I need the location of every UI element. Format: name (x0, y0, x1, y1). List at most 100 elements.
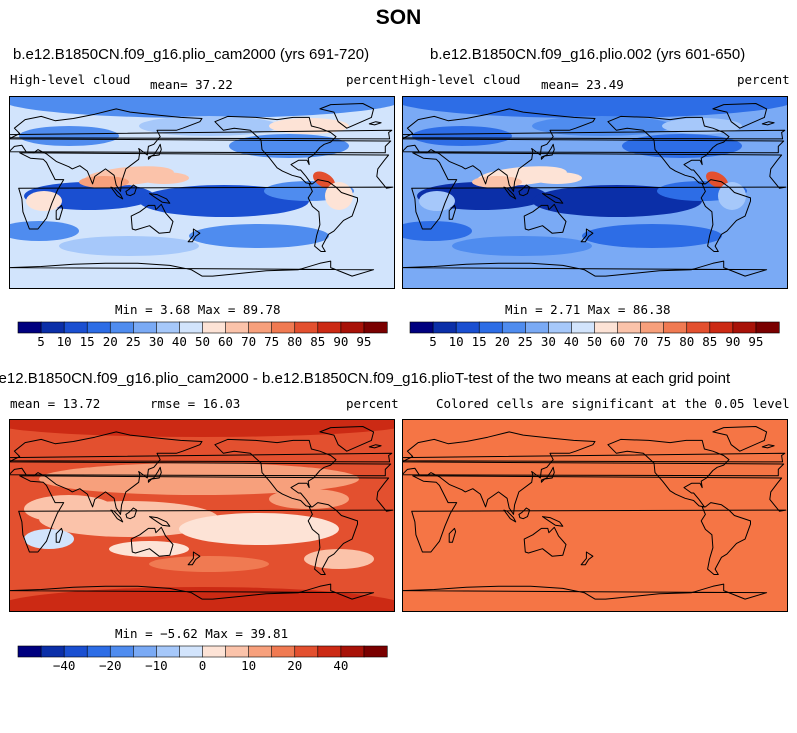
colorbar-swatch (363, 645, 388, 658)
colorbar-tick-label: 25 (517, 334, 533, 349)
colorbar-tick-label: 40 (171, 334, 187, 349)
panel-left-label-case1: High-level cloud (10, 72, 131, 87)
colorbar-swatch (156, 321, 181, 334)
colorbar-swatch (202, 645, 227, 658)
colorbar-tick-label: 50 (194, 334, 211, 349)
panel-title-ttest: T-test of the two means at each grid poi… (455, 370, 731, 387)
colorbar-tick-label: 70 (241, 334, 257, 349)
colorbar-tick-label: 85 (310, 334, 326, 349)
colorbar-case1 (17, 321, 388, 334)
map-ttest (402, 419, 788, 612)
colorbar-tick-label: 90 (725, 334, 741, 349)
colorbar-swatch (571, 321, 596, 334)
colorbar-swatch (133, 645, 157, 658)
colorbar-tick-label: 60 (610, 334, 626, 349)
map-difference (9, 419, 395, 612)
panel-stats-difference: Min = −5.62 Max = 39.81 (115, 626, 289, 641)
page-title: SON (375, 6, 422, 29)
colorbar-swatch (225, 321, 250, 334)
colorbar-tick-label: 0 (198, 658, 207, 673)
colorbar-swatch (340, 645, 365, 658)
colorbar-swatch (686, 321, 711, 334)
colorbar-tick-label: 40 (333, 658, 349, 673)
colorbar-swatch (409, 321, 434, 334)
colorbar-tick-label: 20 (494, 334, 510, 349)
colorbar-swatch (478, 321, 503, 334)
colorbar-swatch (225, 645, 250, 658)
panel-title-difference: b.e12.B1850CN.f09_g16.plio_cam2000 - b.e… (0, 370, 455, 387)
colorbar-tick-label: 40 (563, 334, 579, 349)
colorbar-swatch (617, 321, 642, 334)
panel-units-case2: percent (737, 72, 790, 87)
colorbar-tick-label: 10 (241, 658, 257, 673)
colorbar-tick-label: 85 (702, 334, 718, 349)
colorbar-swatch (594, 321, 619, 334)
colorbar-swatch (156, 645, 181, 658)
colorbar-tick-label: 20 (102, 334, 118, 349)
panel-mean-difference: mean = 13.72 (10, 396, 101, 411)
colorbar-swatch (294, 645, 319, 658)
colorbar-swatch (248, 321, 273, 334)
colorbar-swatch (732, 321, 757, 334)
colorbar-labels-case1: 5 10 15 20 25 30 40 50 60 70 75 80 85 90 95 (18, 334, 387, 350)
colorbar-swatch (548, 321, 573, 334)
colorbar-swatch (709, 321, 734, 334)
colorbar-swatch (271, 321, 296, 334)
colorbar-labels-difference: −40 −20 −10 0 10 20 40 (18, 658, 387, 674)
colorbar-swatch (663, 321, 688, 334)
colorbar-swatch (17, 321, 42, 334)
coastlines (9, 103, 394, 277)
panel-left-label-case2: High-level cloud (400, 72, 521, 87)
colorbar-swatch (525, 321, 549, 334)
colorbar-tick-label: 30 (540, 334, 556, 349)
colorbar-difference (17, 645, 388, 658)
colorbar-tick-label: 20 (287, 658, 303, 673)
colorbar-swatch (640, 321, 665, 334)
map-case2 (402, 96, 788, 289)
colorbar-tick-label: 15 (471, 334, 487, 349)
colorbar-swatch (455, 321, 480, 334)
colorbar-tick-label: 90 (333, 334, 349, 349)
colorbar-tick-label: −20 (98, 658, 122, 673)
colorbar-swatch (179, 321, 204, 334)
colorbar-case2 (409, 321, 780, 334)
colorbar-tick-label: 5 (37, 334, 45, 349)
colorbar-swatch (501, 321, 526, 334)
colorbar-swatch (17, 645, 42, 658)
panel-rmse-difference: rmse = 16.03 (150, 396, 241, 411)
colorbar-tick-label: 50 (586, 334, 603, 349)
colorbar-swatch (294, 321, 319, 334)
colorbar-swatch (432, 321, 457, 334)
coastlines (9, 426, 394, 600)
colorbar-tick-label: −10 (145, 658, 168, 673)
colorbar-tick-label: 30 (148, 334, 164, 349)
colorbar-swatch (179, 645, 204, 658)
colorbar-swatch (317, 645, 342, 658)
panel-title-case2: b.e12.B1850CN.f09_g16.plio.002 (yrs 601-… (430, 46, 746, 63)
colorbar-swatch (248, 645, 273, 658)
colorbar-tick-label: 80 (287, 334, 303, 349)
colorbar-tick-label: −40 (52, 658, 76, 673)
colorbar-tick-label: 10 (56, 334, 72, 349)
panel-title-clip-difference: b.e12.B1850CN.f09_g16.plio_cam2000 - b.e… (0, 370, 455, 390)
coastlines (402, 103, 787, 277)
colorbar-tick-label: 5 (429, 334, 437, 349)
colorbar-swatch (317, 321, 342, 334)
colorbar-swatch (40, 645, 65, 658)
panel-mean-case2: mean= 23.49 (541, 77, 624, 92)
colorbar-swatch (340, 321, 365, 334)
colorbar-swatch (86, 321, 111, 334)
panel-units-difference: percent (346, 396, 399, 411)
colorbar-tick-label: 10 (448, 334, 464, 349)
panel-stats-case1: Min = 3.68 Max = 89.78 (115, 302, 281, 317)
colorbar-tick-label: 80 (679, 334, 695, 349)
panel-mean-case1: mean= 37.22 (150, 77, 233, 92)
colorbar-swatch (40, 321, 65, 334)
colorbar-swatch (63, 645, 88, 658)
coastlines (402, 426, 787, 600)
colorbar-tick-label: 15 (79, 334, 95, 349)
map-case1 (9, 96, 395, 289)
colorbar-swatch (63, 321, 88, 334)
colorbar-labels-case2: 5 10 15 20 25 30 40 50 60 70 75 80 85 90 95 (410, 334, 779, 350)
colorbar-swatch (271, 645, 296, 658)
